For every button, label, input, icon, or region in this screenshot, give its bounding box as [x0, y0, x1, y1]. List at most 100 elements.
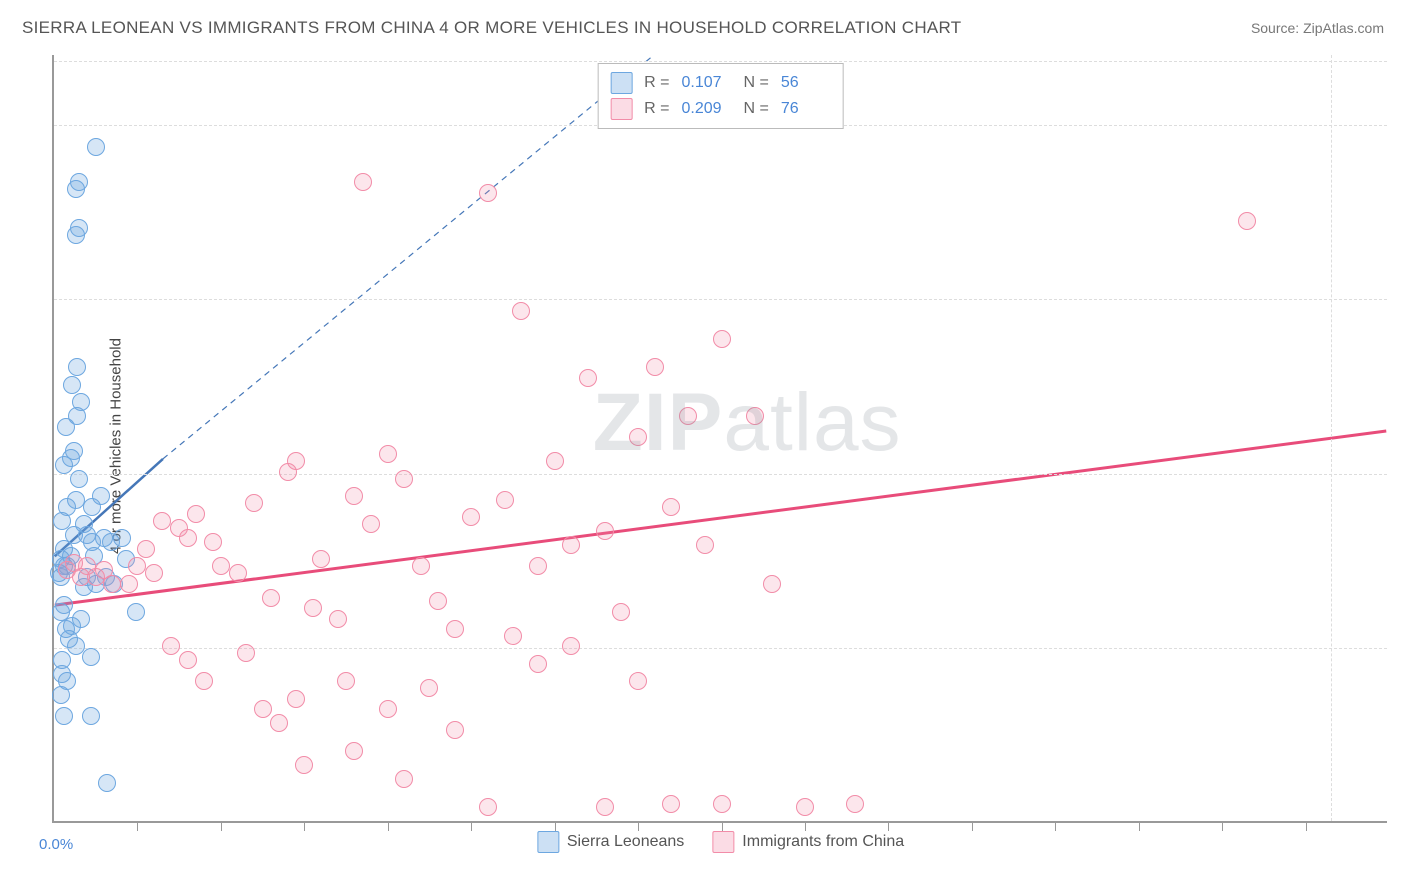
- legend-series-item: Immigrants from China: [712, 831, 904, 853]
- scatter-point: [596, 798, 614, 816]
- scatter-point: [82, 707, 100, 725]
- scatter-point: [55, 596, 73, 614]
- scatter-point: [362, 515, 380, 533]
- scatter-point: [287, 452, 305, 470]
- scatter-point: [429, 592, 447, 610]
- legend-swatch: [610, 72, 632, 94]
- legend-series-label: Sierra Leoneans: [567, 833, 684, 851]
- scatter-point: [395, 470, 413, 488]
- scatter-point: [512, 302, 530, 320]
- scatter-point: [379, 445, 397, 463]
- scatter-point: [646, 358, 664, 376]
- scatter-point: [629, 428, 647, 446]
- scatter-point: [87, 138, 105, 156]
- scatter-point: [713, 330, 731, 348]
- scatter-point: [127, 603, 145, 621]
- scatter-point: [270, 714, 288, 732]
- scatter-point: [75, 515, 93, 533]
- scatter-point: [354, 173, 372, 191]
- gridline-horizontal: [54, 474, 1387, 475]
- scatter-point: [662, 498, 680, 516]
- x-tick-mark: [888, 821, 889, 831]
- scatter-point: [496, 491, 514, 509]
- x-tick-mark: [1139, 821, 1140, 831]
- scatter-point: [529, 655, 547, 673]
- scatter-point: [304, 599, 322, 617]
- scatter-point: [187, 505, 205, 523]
- scatter-point: [763, 575, 781, 593]
- scatter-point: [295, 756, 313, 774]
- correlation-legend: R = 0.107 N = 56 R = 0.209 N = 76: [597, 63, 844, 129]
- x-tick-mark: [388, 821, 389, 831]
- scatter-point: [120, 575, 138, 593]
- gridline-horizontal: [54, 299, 1387, 300]
- scatter-point: [237, 644, 255, 662]
- scatter-point: [579, 369, 597, 387]
- scatter-point: [345, 487, 363, 505]
- legend-r-value: 0.209: [682, 100, 732, 118]
- scatter-point: [128, 557, 146, 575]
- scatter-point: [796, 798, 814, 816]
- trend-line: [55, 431, 1387, 605]
- scatter-point: [562, 536, 580, 554]
- legend-n-value: 76: [781, 100, 831, 118]
- scatter-point: [462, 508, 480, 526]
- watermark-text: ZIPatlas: [593, 376, 902, 470]
- scatter-point: [195, 672, 213, 690]
- scatter-point: [63, 376, 81, 394]
- scatter-point: [337, 672, 355, 690]
- series-legend: Sierra Leoneans Immigrants from China: [537, 831, 904, 853]
- scatter-point: [68, 358, 86, 376]
- legend-n-label: N =: [744, 74, 769, 92]
- scatter-point: [145, 564, 163, 582]
- x-tick-mark: [137, 821, 138, 831]
- scatter-point: [204, 533, 222, 551]
- x-tick-mark: [638, 821, 639, 831]
- scatter-point: [679, 407, 697, 425]
- scatter-point: [287, 690, 305, 708]
- scatter-point: [262, 589, 280, 607]
- scatter-point: [162, 637, 180, 655]
- x-tick-mark: [972, 821, 973, 831]
- scatter-point: [82, 648, 100, 666]
- legend-r-value: 0.107: [682, 74, 732, 92]
- legend-series-label: Immigrants from China: [742, 833, 904, 851]
- x-tick-mark: [1055, 821, 1056, 831]
- scatter-point: [102, 533, 120, 551]
- chart-title: SIERRA LEONEAN VS IMMIGRANTS FROM CHINA …: [22, 18, 962, 38]
- scatter-point: [70, 470, 88, 488]
- scatter-point: [67, 491, 85, 509]
- scatter-point: [312, 550, 330, 568]
- scatter-point: [746, 407, 764, 425]
- legend-n-value: 56: [781, 74, 831, 92]
- scatter-point: [245, 494, 263, 512]
- x-tick-mark: [304, 821, 305, 831]
- scatter-point: [446, 620, 464, 638]
- scatter-point: [479, 798, 497, 816]
- scatter-point: [562, 637, 580, 655]
- scatter-point: [596, 522, 614, 540]
- scatter-point: [212, 557, 230, 575]
- scatter-point: [446, 721, 464, 739]
- gridline-vertical: [1331, 55, 1332, 821]
- scatter-point: [55, 707, 73, 725]
- legend-swatch: [537, 831, 559, 853]
- legend-row: R = 0.107 N = 56: [610, 70, 831, 96]
- x-tick-mark: [555, 821, 556, 831]
- chart-plot-area: ZIPatlas R = 0.107 N = 56 R = 0.209 N = …: [52, 55, 1387, 823]
- scatter-point: [103, 575, 121, 593]
- trend-line: [163, 55, 654, 459]
- scatter-point: [52, 686, 70, 704]
- legend-r-label: R =: [644, 100, 669, 118]
- source-attribution: Source: ZipAtlas.com: [1251, 20, 1384, 36]
- x-tick-mark: [1306, 821, 1307, 831]
- scatter-point: [379, 700, 397, 718]
- scatter-point: [72, 393, 90, 411]
- scatter-point: [1238, 212, 1256, 230]
- scatter-point: [612, 603, 630, 621]
- x-tick-mark: [221, 821, 222, 831]
- scatter-point: [70, 173, 88, 191]
- x-axis-min-label: 0.0%: [39, 836, 73, 853]
- scatter-point: [329, 610, 347, 628]
- scatter-point: [179, 651, 197, 669]
